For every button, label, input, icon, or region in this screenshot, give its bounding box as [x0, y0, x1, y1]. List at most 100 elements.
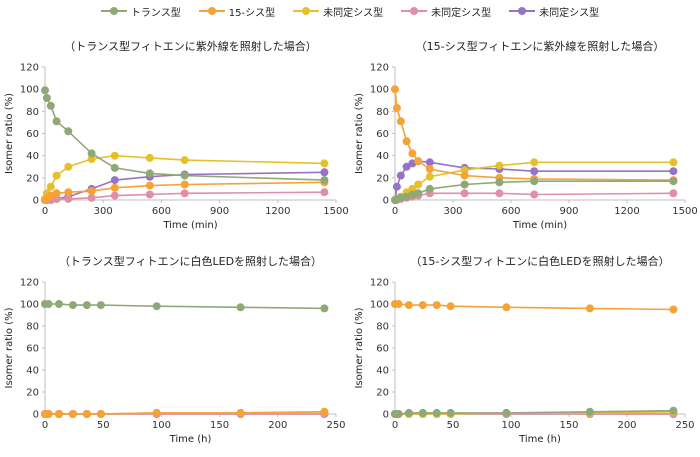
data-point: [320, 159, 329, 168]
data-point: [460, 180, 469, 189]
y-tick-label: 100: [370, 85, 389, 96]
data-point: [669, 189, 678, 198]
data-point: [68, 301, 77, 310]
data-point: [396, 171, 405, 180]
x-tick-label: 600: [152, 206, 171, 217]
y-tick-label: 0: [383, 196, 389, 207]
data-point: [404, 408, 413, 417]
data-point: [64, 162, 73, 171]
x-tick-label: 1500: [672, 206, 697, 217]
x-axis-label: Time (h): [518, 434, 561, 445]
data-point: [236, 408, 245, 417]
data-point: [42, 94, 51, 102]
data-point: [52, 194, 61, 203]
data-point: [236, 303, 245, 312]
x-tick-label: 50: [447, 420, 460, 431]
legend-swatch: [509, 7, 536, 15]
y-tick-label: 20: [26, 173, 39, 184]
y-tick-label: 40: [376, 151, 389, 162]
data-point: [446, 302, 455, 311]
x-tick-label: 150: [559, 420, 578, 431]
data-point: [82, 301, 91, 310]
data-point: [669, 167, 678, 176]
data-point: [110, 176, 119, 185]
data-point: [408, 149, 417, 158]
y-tick-label: 20: [376, 388, 389, 399]
y-tick-label: 40: [376, 366, 389, 377]
data-point: [64, 127, 73, 136]
x-tick-label: 50: [97, 420, 110, 431]
data-point: [41, 86, 49, 95]
chart-title: （トランス型フィトエンに紫外線を照射した場合）: [64, 39, 317, 53]
x-tick-label: 900: [559, 206, 578, 217]
x-tick-label: 150: [210, 420, 229, 431]
legend-swatch: [293, 7, 320, 15]
series-line: [394, 89, 674, 181]
data-point: [55, 300, 63, 308]
data-point: [425, 165, 434, 173]
data-point: [87, 193, 96, 202]
x-axis-label: Time (h): [169, 434, 212, 445]
x-tick-label: 250: [675, 420, 694, 431]
legend-swatch: [198, 7, 225, 15]
data-point: [52, 117, 61, 126]
data-point: [460, 171, 469, 180]
data-point: [68, 410, 77, 418]
x-tick-label: 0: [392, 420, 398, 431]
x-tick-label: 250: [326, 420, 345, 431]
data-point: [180, 189, 189, 198]
y-tick-label: 100: [20, 300, 39, 311]
y-tick-label: 20: [376, 173, 389, 184]
data-point: [408, 184, 417, 193]
data-point: [530, 158, 539, 167]
data-point: [180, 180, 189, 189]
legend-swatch: [401, 7, 428, 15]
y-axis-label: Isomer ratio (%): [4, 307, 15, 388]
data-point: [404, 301, 413, 310]
data-point: [495, 178, 504, 187]
data-point: [180, 171, 189, 180]
data-point: [110, 191, 119, 200]
data-point: [87, 149, 96, 158]
data-point: [46, 182, 55, 191]
data-point: [320, 407, 329, 416]
data-point: [145, 181, 154, 190]
y-tick-label: 60: [26, 129, 39, 140]
data-point: [392, 182, 401, 191]
data-point: [460, 166, 469, 175]
data-point: [530, 190, 539, 199]
data-point: [145, 169, 154, 178]
data-point: [669, 305, 678, 314]
x-tick-label: 300: [94, 206, 113, 217]
x-axis-label: Time (min): [162, 220, 217, 231]
data-point: [495, 161, 504, 170]
data-point: [152, 408, 161, 417]
y-tick-label: 80: [26, 322, 39, 333]
y-tick-label: 80: [376, 107, 389, 118]
y-tick-label: 60: [376, 129, 389, 140]
legend-item-unknown-cis-1: 未同定シス型: [293, 3, 383, 19]
legend-item-trans: トランス型: [100, 3, 181, 19]
data-point: [110, 183, 119, 192]
data-point: [145, 153, 154, 162]
y-axis-label: Isomer ratio (%): [354, 307, 365, 388]
data-point: [418, 408, 427, 417]
data-point: [82, 410, 91, 418]
legend-item-15-cis: 15-シス型: [198, 3, 275, 19]
data-point: [669, 177, 678, 186]
data-point: [425, 184, 434, 193]
x-tick-label: 1500: [323, 206, 348, 217]
data-point: [96, 410, 105, 418]
x-tick-label: 100: [152, 420, 171, 431]
y-tick-label: 0: [33, 196, 39, 207]
data-point: [64, 188, 73, 197]
data-point: [530, 177, 539, 186]
data-point: [392, 104, 401, 112]
x-tick-label: 0: [42, 420, 48, 431]
data-point: [432, 408, 441, 417]
data-point: [402, 162, 411, 171]
x-tick-label: 1200: [265, 206, 290, 217]
data-point: [52, 171, 61, 180]
data-point: [414, 180, 423, 189]
